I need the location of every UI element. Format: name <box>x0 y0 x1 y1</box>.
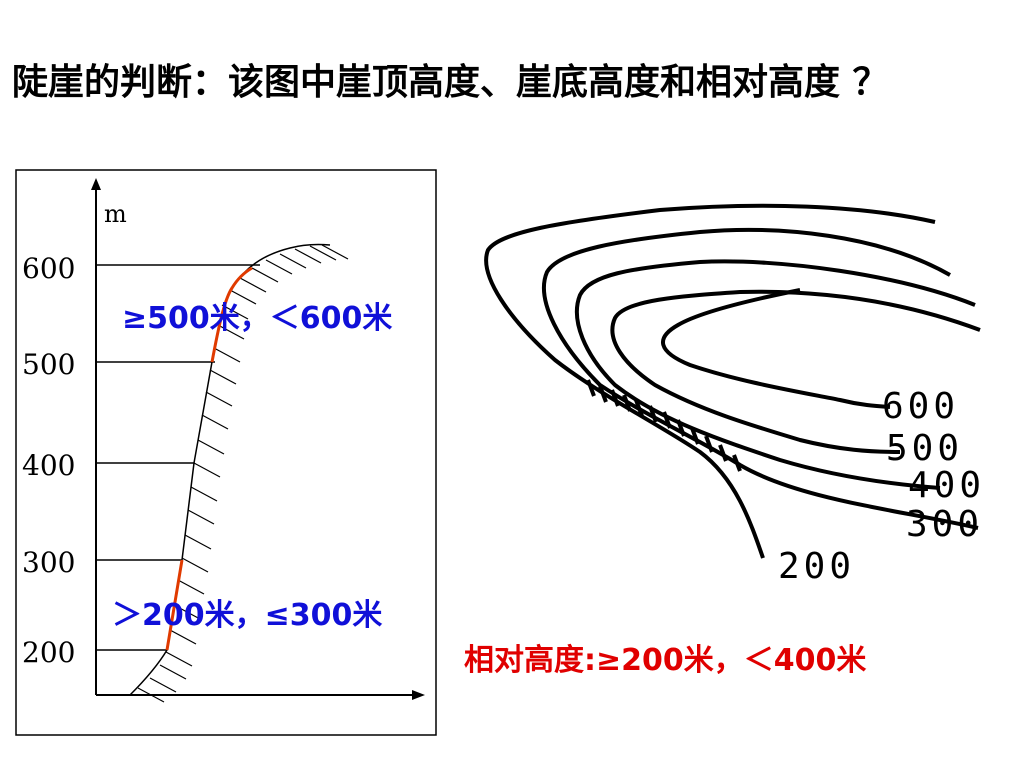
y-tick-600: 600 <box>22 252 75 285</box>
hatch-mark <box>209 369 237 385</box>
hatch-mark <box>193 462 221 478</box>
y-tick-500: 500 <box>22 348 75 381</box>
hatch-mark <box>213 347 241 363</box>
hatch-mark <box>149 677 177 693</box>
contour-label-200: 200 <box>778 546 855 587</box>
contour-hatch-mark <box>704 435 714 453</box>
contour-map <box>484 203 981 559</box>
contour-hatch-mark <box>610 389 620 407</box>
cliff-top-highlight <box>210 266 253 363</box>
contour-hatch-mark <box>662 411 672 429</box>
cliff-top-range-label: ≥500米，＜600米 <box>122 301 392 336</box>
contour-line-400 <box>574 259 976 490</box>
page-title: 陡崖的判断：该图中崖顶高度、崖底高度和相对高度 ？ <box>12 62 889 103</box>
hatch-mark <box>205 391 233 407</box>
contour-line-500 <box>610 289 981 454</box>
contour-label-400: 400 <box>908 465 985 506</box>
contour-hatch-mark <box>598 385 608 403</box>
contour-hatch-mark <box>622 394 632 412</box>
contour-line-600 <box>661 288 891 409</box>
hatch-mark <box>184 534 212 550</box>
x-axis-arrow <box>412 690 425 700</box>
hatch-mark <box>251 267 279 283</box>
contour-hatch-mark <box>634 399 644 417</box>
hatch-mark <box>309 245 337 261</box>
hatch-mark <box>279 253 307 269</box>
y-axis-arrow <box>91 178 101 190</box>
hatch-mark <box>201 414 229 430</box>
y-tick-200: 200 <box>22 636 75 669</box>
cliff-hatching <box>137 244 349 703</box>
hatch-mark <box>169 629 197 645</box>
hatch-mark <box>165 651 193 667</box>
contour-line-300 <box>541 227 979 530</box>
contour-label-600: 600 <box>882 386 959 427</box>
hatch-mark <box>173 604 201 620</box>
contour-hatch-mark <box>676 419 686 437</box>
hatch-mark <box>239 277 267 293</box>
y-tick-300: 300 <box>22 546 75 579</box>
profile-frame <box>15 169 437 736</box>
hatch-mark <box>321 244 349 260</box>
hatch-mark <box>229 289 257 305</box>
hatch-mark <box>265 259 293 275</box>
hatch-mark <box>181 557 209 573</box>
hatch-mark <box>177 579 205 595</box>
contour-label-500: 500 <box>886 428 963 469</box>
hatch-mark <box>197 439 225 455</box>
profile-chart: m 600 500 400 300 200 <box>15 169 437 736</box>
contour-hatch-mark <box>718 444 728 462</box>
hatch-mark <box>137 687 165 703</box>
hatch-mark <box>190 486 218 502</box>
contour-hatch-mark <box>586 379 596 397</box>
contour-label-300: 300 <box>906 504 983 545</box>
contour-hatch-mark <box>732 454 742 472</box>
relative-height-label: 相对高度:≥200米，＜400米 <box>464 643 866 678</box>
contour-hatch-mark <box>648 405 658 423</box>
unit-label: m <box>104 200 127 228</box>
contour-line-200 <box>484 203 936 559</box>
hatch-mark <box>221 304 249 320</box>
hatch-mark <box>159 664 187 680</box>
hatch-mark <box>294 248 322 264</box>
hatch-mark <box>217 324 245 340</box>
cliff-bottom-range-label: ＞200米，≤300米 <box>112 598 382 633</box>
cliff-bottom-highlight <box>165 559 184 651</box>
y-tick-400: 400 <box>22 449 75 482</box>
hatch-mark <box>187 509 215 525</box>
contour-cliff-hatching <box>586 379 742 472</box>
contour-hatch-mark <box>690 427 700 445</box>
